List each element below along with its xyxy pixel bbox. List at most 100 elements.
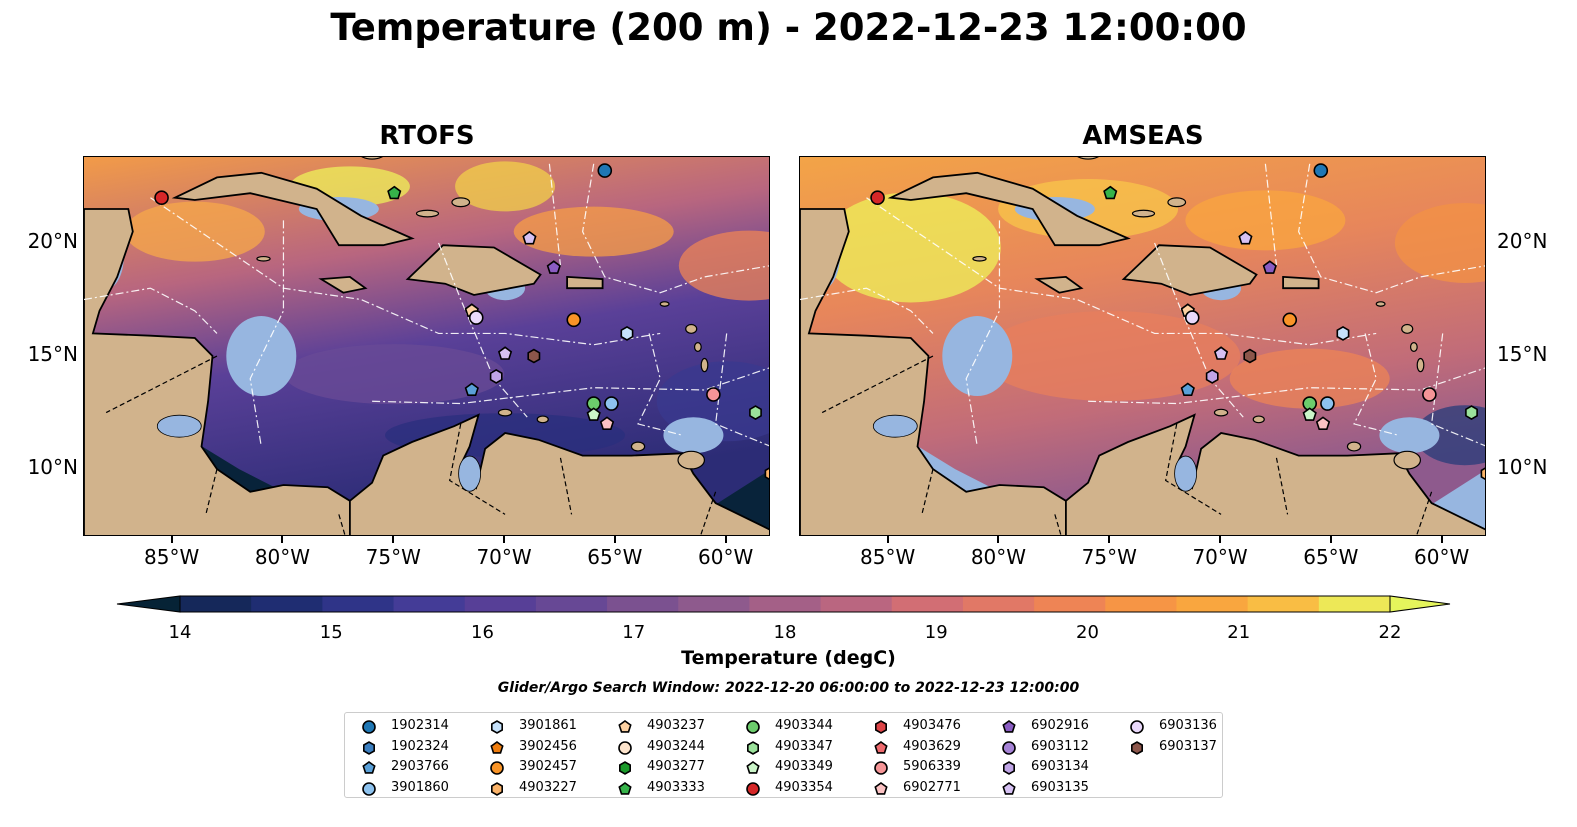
legend-marker	[490, 720, 503, 734]
float-legend: 1902314 1902324 2903766 3901860 3901861 39024…	[344, 712, 1223, 798]
float-marker-3901860	[1320, 396, 1335, 411]
legend-marker	[1002, 781, 1016, 795]
legend-marker-icon	[874, 761, 888, 775]
legend-marker	[1002, 761, 1015, 775]
legend-marker-icon	[362, 761, 376, 774]
legend-marker	[746, 720, 760, 734]
float-marker-3901861	[620, 325, 634, 341]
legend-marker-icon	[618, 740, 632, 755]
colorbar-segment	[322, 596, 395, 612]
legend-marker-icon	[746, 720, 760, 734]
float-marker-6903135	[1213, 346, 1229, 360]
lon-tick-label: 60°W	[1414, 545, 1470, 569]
lon-tick-label: 80°W	[254, 545, 311, 569]
float-marker-2903766	[1180, 382, 1195, 396]
float-marker-1902314	[1313, 163, 1329, 178]
lon-tick-mark	[503, 536, 506, 543]
colorbar-segment	[464, 596, 537, 612]
colorbar-segment	[962, 596, 1035, 612]
legend-marker	[746, 740, 759, 755]
legend-marker	[1130, 740, 1143, 755]
lon-tick-mark	[1329, 536, 1332, 543]
float-marker-5906339	[1422, 387, 1437, 402]
colorbar-tick-label: 21	[1227, 622, 1251, 643]
legend-marker	[1002, 740, 1016, 755]
colorbar-segment	[1176, 596, 1249, 612]
lon-tick-mark	[392, 536, 395, 543]
legend-label: 6902916	[1031, 718, 1089, 733]
legend-label: 4903476	[903, 718, 961, 733]
float-marker-2903766	[464, 382, 479, 396]
colorbar-segment	[607, 596, 679, 612]
legend-marker	[490, 740, 504, 754]
legend-label: 3902457	[519, 759, 577, 774]
legend-marker-icon	[1130, 720, 1144, 734]
legend-marker-icon	[618, 720, 632, 733]
colorbar	[116, 595, 1451, 613]
colorbar-segment	[180, 596, 252, 612]
legend-label: 6903137	[1159, 738, 1217, 754]
legend-marker	[618, 781, 632, 795]
lon-tick-mark	[1219, 536, 1222, 543]
legend-label: 1902314	[391, 718, 449, 733]
map-panel-rtofs	[83, 156, 770, 536]
legend-marker-icon	[746, 761, 760, 774]
panel-title-amseas: AMSEAS	[1082, 121, 1204, 151]
legend-marker	[362, 720, 376, 734]
legend-marker	[362, 781, 376, 796]
legend-label: 2903766	[391, 759, 449, 774]
colorbar-segment	[1034, 596, 1106, 612]
float-marker-4903227	[764, 467, 769, 480]
lon-tick-mark	[170, 536, 173, 543]
legend-label: 4903629	[903, 738, 961, 754]
legend-marker	[618, 740, 632, 755]
legend-label: 1902324	[391, 738, 449, 754]
lat-tick-label-left: 15°N	[27, 342, 78, 367]
legend-label: 6903135	[1031, 779, 1089, 795]
lon-tick-label: 70°W	[476, 545, 532, 569]
legend-marker	[874, 720, 887, 734]
float-marker-1902314	[597, 163, 613, 178]
lon-tick-label: 60°W	[698, 545, 754, 569]
map-canvas	[800, 157, 1485, 535]
colorbar-tick-label: 20	[1076, 622, 1099, 643]
legend-marker	[874, 781, 888, 795]
legend-marker-icon	[490, 781, 503, 796]
float-marker-6903135	[522, 230, 537, 245]
legend-marker-icon	[490, 740, 504, 754]
colorbar-tick-label: 14	[168, 622, 192, 643]
colorbar-segment	[820, 596, 893, 612]
colorbar-segment	[251, 596, 323, 612]
colorbar-segment	[393, 596, 466, 612]
legend-label: 4903354	[775, 779, 833, 795]
legend-label: 4903349	[775, 759, 833, 774]
float-marker-4903227	[1480, 467, 1485, 480]
lon-tick-label: 75°W	[365, 545, 421, 569]
float-marker-4903333	[1103, 185, 1118, 200]
colorbar-extend-high	[1389, 595, 1451, 613]
colorbar-segment	[1247, 596, 1320, 612]
float-marker-6903135	[497, 346, 513, 360]
legend-marker-icon	[490, 720, 503, 734]
float-marker-6902916	[546, 260, 561, 274]
legend-marker	[1002, 720, 1016, 733]
legend-marker-icon	[1002, 720, 1016, 733]
legend-marker	[746, 761, 760, 774]
legend-marker	[874, 761, 888, 775]
legend-marker-icon	[362, 781, 376, 796]
legend-label: 3901860	[391, 779, 449, 795]
float-marker-3901861	[1336, 325, 1350, 341]
legend-marker-icon	[1002, 761, 1015, 775]
colorbar-segment	[678, 596, 750, 612]
legend-label: 3901861	[519, 718, 577, 733]
legend-marker-icon	[874, 781, 888, 795]
lat-tick-label-left: 20°N	[27, 228, 78, 253]
lon-tick-label: 85°W	[860, 545, 916, 569]
legend-marker	[618, 761, 631, 775]
legend-marker	[618, 720, 632, 733]
float-marker-3902457	[1282, 312, 1298, 328]
map-canvas	[84, 157, 769, 535]
float-marker-4903349	[586, 407, 601, 421]
legend-marker	[1130, 720, 1144, 734]
lon-tick-mark	[886, 536, 889, 543]
